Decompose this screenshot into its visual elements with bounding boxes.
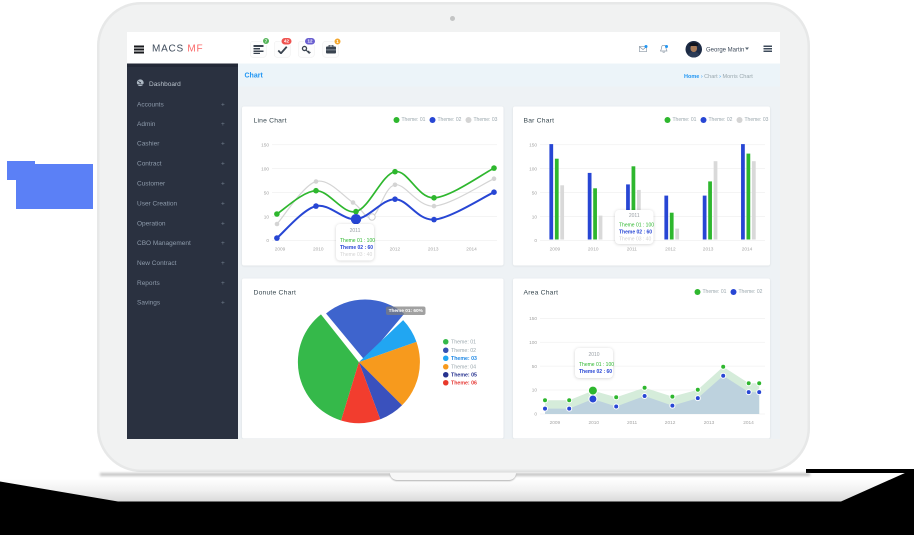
svg-text:50: 50 [532, 363, 538, 369]
svg-text:2009: 2009 [550, 246, 561, 252]
svg-text:2011: 2011 [627, 246, 638, 252]
svg-text:100: 100 [529, 166, 537, 172]
svg-text:2012: 2012 [665, 420, 676, 426]
svg-text:10: 10 [264, 214, 270, 220]
svg-text:2009: 2009 [275, 246, 286, 252]
svg-text:10: 10 [532, 387, 538, 393]
svg-text:2012: 2012 [390, 246, 401, 252]
svg-text:2014: 2014 [742, 246, 753, 252]
svg-text:2014: 2014 [466, 246, 477, 252]
svg-text:2010: 2010 [588, 246, 599, 252]
svg-text:100: 100 [261, 166, 269, 172]
svg-text:10: 10 [532, 214, 538, 220]
svg-text:0: 0 [534, 411, 537, 417]
svg-text:2012: 2012 [665, 246, 676, 252]
svg-text:2013: 2013 [704, 420, 715, 426]
svg-text:2010: 2010 [589, 420, 600, 426]
svg-text:50: 50 [532, 190, 538, 196]
svg-text:0: 0 [534, 238, 537, 244]
svg-text:0: 0 [266, 238, 269, 244]
svg-text:2009: 2009 [550, 420, 561, 426]
svg-text:2013: 2013 [428, 246, 439, 252]
svg-text:2011: 2011 [627, 420, 638, 426]
svg-text:150: 150 [529, 142, 537, 148]
svg-text:2014: 2014 [743, 420, 754, 426]
svg-text:100: 100 [529, 339, 537, 345]
svg-text:150: 150 [529, 316, 537, 322]
svg-text:2010: 2010 [313, 246, 324, 252]
svg-text:150: 150 [261, 142, 269, 148]
svg-text:2013: 2013 [703, 246, 714, 252]
svg-text:50: 50 [264, 190, 270, 196]
